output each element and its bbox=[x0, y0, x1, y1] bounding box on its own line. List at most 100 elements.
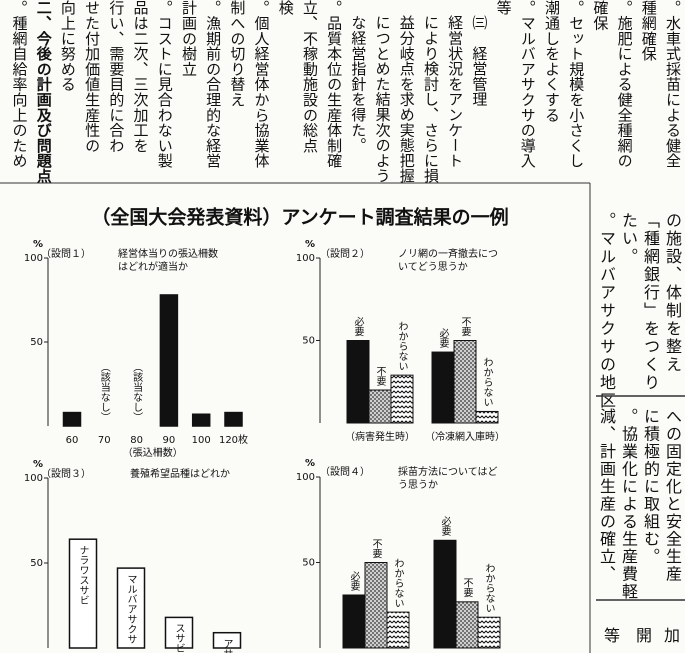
question-text: はどれが適当か bbox=[118, 260, 188, 273]
question-text: いてどう思うか bbox=[398, 261, 468, 273]
bar bbox=[191, 413, 211, 427]
category-label: ナラワスサビ bbox=[77, 545, 89, 605]
bar bbox=[475, 410, 499, 424]
bar bbox=[212, 631, 242, 649]
question-number: （設問２） bbox=[320, 248, 370, 260]
x-tick-label: 80 bbox=[130, 435, 143, 446]
text-column: 。マルバアサクサの地区 bbox=[597, 212, 616, 410]
bar bbox=[477, 616, 501, 649]
text-column: な経営指針を得た。 bbox=[349, 15, 368, 153]
y-axis-label: % bbox=[33, 239, 43, 250]
question-number: （設問１） bbox=[41, 248, 91, 260]
text-column: 。漁期前の合理的な経営 bbox=[204, 0, 223, 169]
series-label: 不要 bbox=[461, 578, 473, 599]
bar bbox=[433, 539, 457, 649]
text-column: 行い、需要目的に合わ bbox=[107, 0, 126, 153]
value-label: （該当なし） bbox=[131, 362, 143, 422]
question-text: 経営体当りの張込柵数 bbox=[118, 247, 218, 260]
text-column: 制への切り替え bbox=[228, 0, 247, 108]
bar bbox=[386, 611, 410, 649]
x-tick-label: 60 bbox=[66, 435, 79, 446]
category-label: スサビ bbox=[173, 623, 185, 653]
text-column: 。コストに見合わない製 bbox=[155, 0, 174, 169]
x-tick-label: 120枚 bbox=[219, 433, 248, 446]
text-column: 向上に努める bbox=[58, 0, 77, 92]
text-column: 潮通しをよくする bbox=[542, 0, 561, 123]
y-tick-label: 50 bbox=[302, 336, 315, 347]
text-column: せた付加価値生産性の bbox=[83, 0, 102, 153]
bar bbox=[342, 594, 366, 649]
text-column: の施設、体制を整え bbox=[663, 212, 682, 374]
series-label: 必要 bbox=[352, 315, 364, 337]
bar bbox=[368, 389, 392, 424]
x-axis-label: （張込柵数） bbox=[123, 446, 183, 459]
text-column: 。施肥による健全種網の bbox=[615, 0, 634, 169]
bar bbox=[453, 340, 477, 424]
bar bbox=[164, 616, 194, 649]
series-label: わからない bbox=[392, 558, 404, 608]
series-label: 不要 bbox=[374, 366, 386, 387]
text-column: 。個人経営体から協業体 bbox=[252, 0, 271, 169]
side-text-bottom: 加 bbox=[664, 626, 681, 645]
text-column: ㈢ 経営管理 bbox=[470, 15, 489, 107]
bar bbox=[390, 374, 414, 424]
question-text: 採苗方法についてはど bbox=[398, 465, 498, 478]
y-tick-label: 50 bbox=[30, 337, 43, 348]
question-text: ノリ網の一斉撤去につ bbox=[398, 247, 498, 260]
x-tick-label: （病害発生時） bbox=[345, 430, 415, 443]
category-label: アサクサ bbox=[221, 639, 233, 653]
text-column: への固定化と安全生産 bbox=[663, 408, 682, 583]
text-column: 。マルバアサクサの導入 bbox=[518, 0, 537, 169]
y-tick-label: 50 bbox=[30, 558, 43, 569]
series-label: わからない bbox=[481, 357, 493, 407]
text-column: 益分岐点を求め実態把握 bbox=[397, 15, 416, 184]
y-tick-label: 100 bbox=[24, 253, 43, 264]
series-label: 必要 bbox=[437, 327, 449, 349]
bar bbox=[346, 340, 370, 424]
y-tick-label: 100 bbox=[24, 473, 43, 484]
text-column: 確保 bbox=[591, 0, 610, 31]
bar bbox=[68, 538, 98, 649]
y-axis-label: % bbox=[33, 459, 43, 470]
bar bbox=[224, 411, 243, 427]
text-column: 等 bbox=[494, 0, 513, 16]
y-tick-label: 100 bbox=[296, 472, 315, 483]
text-column: 立、不稼動施設の総点 bbox=[300, 0, 319, 153]
y-tick-label: 100 bbox=[296, 253, 315, 264]
x-tick-label: 70 bbox=[98, 435, 111, 446]
bar bbox=[62, 411, 82, 427]
text-column: 。セット規模を小さくし bbox=[567, 0, 586, 169]
text-column: 計画の樹立 bbox=[179, 0, 198, 77]
x-tick-label: 100 bbox=[192, 435, 211, 446]
bar bbox=[455, 601, 479, 649]
text-column: 。品質本位の生産体制確 bbox=[325, 0, 344, 169]
text-column: 種網確保 bbox=[639, 0, 658, 62]
y-tick-label: 50 bbox=[302, 558, 315, 569]
series-label: わからない bbox=[483, 563, 495, 613]
text-column: 。協業化による生産費軽 bbox=[619, 408, 638, 601]
x-tick-label: （冷凍網入庫時） bbox=[425, 430, 505, 443]
text-column: 。水車式採苗による健全 bbox=[664, 0, 682, 169]
question-number: （設問３） bbox=[41, 468, 91, 480]
side-text-upper: の施設、体制を整え 「種網銀行」をつくり たい。 。マルバアサクサの地区 bbox=[595, 212, 683, 410]
question-text: 養殖希望品種はどれか bbox=[130, 467, 230, 480]
y-axis-label: % bbox=[305, 458, 315, 469]
side-text-bottom: 開 bbox=[636, 626, 653, 645]
x-tick-label: 90 bbox=[163, 435, 176, 446]
bar bbox=[431, 351, 455, 424]
bar bbox=[364, 562, 388, 649]
text-column: に積極的に取組む。 bbox=[641, 408, 660, 566]
series-label: わからない bbox=[396, 321, 408, 371]
text-column: により検討し、さらに損 bbox=[421, 15, 440, 184]
text-column: 二、今後の計画及び問題点 bbox=[34, 0, 53, 184]
text-column: につとめた結果次のよう bbox=[373, 15, 392, 184]
text-column: たい。 bbox=[619, 212, 638, 266]
text-column: 。種網自給率向上のため bbox=[10, 0, 29, 169]
bar bbox=[159, 294, 179, 427]
figure-title: （全国大会発表資料）アンケート調査結果の一例 bbox=[91, 206, 508, 229]
text-column: 「種網銀行」をつくり bbox=[641, 212, 660, 392]
bar bbox=[116, 567, 146, 649]
question-number: （設問４） bbox=[320, 466, 370, 478]
